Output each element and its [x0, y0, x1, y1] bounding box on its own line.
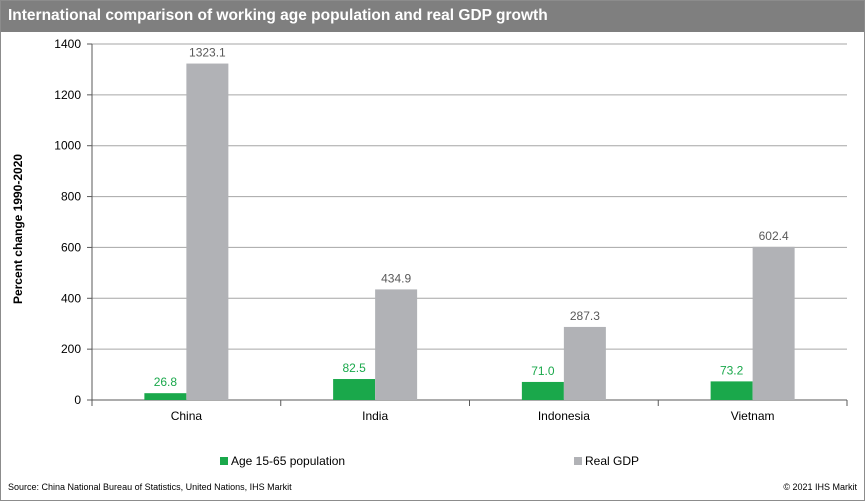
x-tick-label: China	[171, 409, 203, 423]
y-tick-label: 600	[61, 240, 81, 254]
gdp-bar	[186, 63, 229, 401]
population-bar	[710, 381, 753, 400]
gdp-value-label: 287.3	[570, 309, 600, 323]
gdp-value-label: 1323.1	[189, 46, 226, 60]
gdp-bar	[375, 289, 418, 400]
y-tick-label: 200	[61, 342, 81, 356]
population-bar	[144, 393, 187, 400]
population-value-label: 71.0	[531, 364, 555, 378]
gdp-bar	[563, 326, 606, 400]
source-note: Source: China National Bureau of Statist…	[8, 482, 292, 492]
gdp-bar	[752, 246, 795, 400]
gdp-value-label: 434.9	[381, 271, 411, 285]
y-tick-label: 1000	[54, 139, 81, 153]
population-bar	[333, 379, 376, 400]
y-tick-label: 0	[74, 393, 81, 407]
population-value-label: 26.8	[154, 375, 178, 389]
y-tick-label: 400	[61, 291, 81, 305]
y-tick-label: 800	[61, 190, 81, 204]
legend-label: Real GDP	[585, 454, 639, 468]
chart-title: International comparison of working age …	[8, 7, 548, 24]
legend: Age 15-65 population Real GDP	[220, 454, 639, 468]
title-bar: International comparison of working age …	[1, 1, 864, 32]
population-bar	[521, 381, 564, 400]
bar-chart: 0 200 400 600 800 1000 1200 1400 China India Indon…	[11, 37, 848, 468]
bars	[144, 63, 795, 401]
gdp-value-label: 602.4	[759, 229, 789, 243]
data-labels: 26.8 1323.1 82.5 434.9 71.0 287.3 73.2 602.4	[154, 46, 789, 390]
x-tick-label: Vietnam	[731, 409, 775, 423]
y-axis-title: Percent change 1990-2020	[11, 154, 25, 304]
y-tick-label: 1200	[54, 88, 81, 102]
copyright-note: © 2021 IHS Markit	[783, 482, 857, 492]
population-value-label: 82.5	[342, 361, 366, 375]
x-tick-label: Indonesia	[538, 409, 590, 423]
legend-swatch	[574, 457, 582, 465]
legend-label: Age 15-65 population	[231, 454, 345, 468]
population-value-label: 73.2	[720, 363, 744, 377]
legend-swatch	[220, 457, 228, 465]
y-tick-label: 1400	[54, 37, 81, 51]
x-tick-label: India	[362, 409, 388, 423]
